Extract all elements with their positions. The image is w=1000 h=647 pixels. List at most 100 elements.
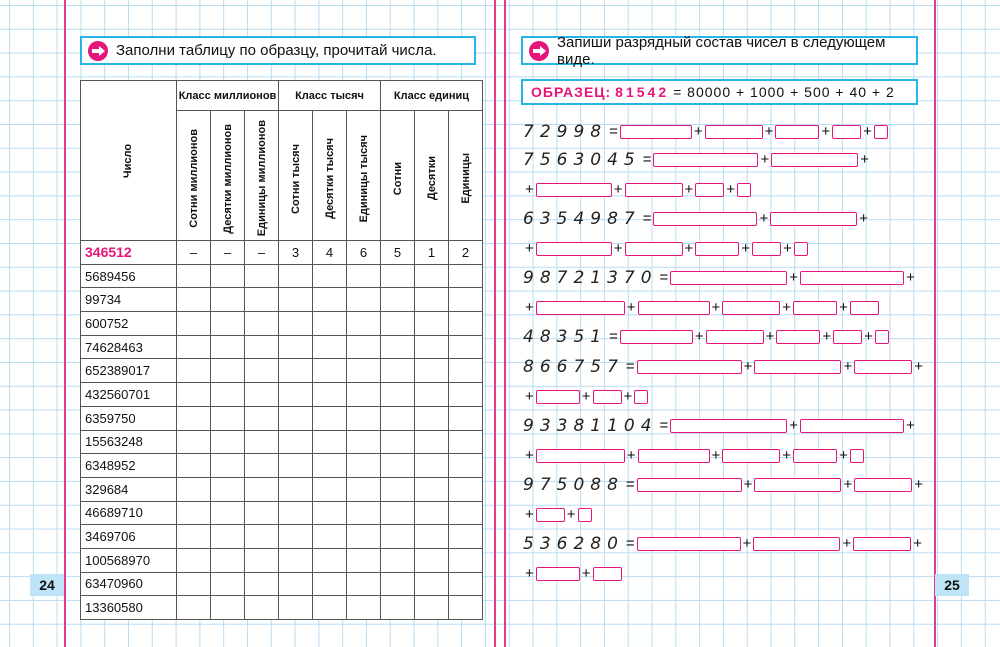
- answer-box[interactable]: [754, 360, 842, 374]
- digit-cell[interactable]: [278, 263, 313, 289]
- digit-cell[interactable]: [244, 405, 279, 431]
- answer-box[interactable]: [776, 330, 821, 344]
- digit-cell[interactable]: [278, 311, 313, 336]
- digit-cell[interactable]: [448, 311, 483, 336]
- digit-cell[interactable]: [448, 547, 483, 573]
- digit-cell[interactable]: [380, 429, 415, 455]
- answer-box[interactable]: [535, 567, 580, 581]
- digit-cell[interactable]: [278, 382, 313, 407]
- digit-cell[interactable]: [380, 382, 415, 407]
- answer-box[interactable]: [535, 508, 565, 522]
- answer-box[interactable]: [854, 360, 913, 374]
- digit-cell[interactable]: [312, 382, 347, 407]
- digit-cell[interactable]: [448, 358, 483, 384]
- digit-cell[interactable]: [312, 263, 347, 289]
- digit-cell[interactable]: [278, 524, 313, 549]
- answer-box[interactable]: [535, 242, 612, 256]
- digit-cell[interactable]: [278, 334, 313, 360]
- answer-box[interactable]: [637, 449, 710, 463]
- answer-box[interactable]: [793, 301, 838, 315]
- digit-cell[interactable]: [176, 571, 211, 597]
- digit-cell[interactable]: [278, 453, 313, 478]
- answer-box[interactable]: [873, 125, 888, 139]
- answer-box[interactable]: [624, 242, 683, 256]
- digit-cell[interactable]: [244, 382, 279, 407]
- answer-box[interactable]: [833, 330, 863, 344]
- digit-cell[interactable]: [312, 429, 347, 455]
- answer-box[interactable]: [722, 301, 781, 315]
- answer-box[interactable]: [592, 567, 622, 581]
- digit-cell[interactable]: [176, 547, 211, 573]
- digit-cell[interactable]: [414, 358, 449, 384]
- digit-cell[interactable]: [176, 500, 211, 526]
- digit-cell[interactable]: [312, 334, 347, 360]
- digit-cell[interactable]: [278, 429, 313, 455]
- digit-cell[interactable]: [448, 453, 483, 478]
- digit-cell[interactable]: [380, 547, 415, 573]
- answer-box[interactable]: [800, 419, 905, 433]
- digit-cell[interactable]: [278, 405, 313, 431]
- digit-cell[interactable]: [210, 453, 245, 478]
- digit-cell[interactable]: [278, 571, 313, 597]
- digit-cell[interactable]: [414, 263, 449, 289]
- answer-box[interactable]: [771, 153, 859, 167]
- answer-box[interactable]: [637, 301, 710, 315]
- digit-cell[interactable]: [380, 358, 415, 384]
- answer-box[interactable]: [753, 537, 841, 551]
- digit-cell[interactable]: [278, 595, 313, 620]
- digit-cell[interactable]: [244, 263, 279, 289]
- digit-cell[interactable]: [380, 287, 415, 313]
- answer-box[interactable]: [670, 271, 788, 285]
- digit-cell[interactable]: [278, 547, 313, 573]
- answer-box[interactable]: [619, 330, 693, 344]
- answer-box[interactable]: [775, 125, 820, 139]
- digit-cell[interactable]: [380, 524, 415, 549]
- digit-cell[interactable]: [380, 311, 415, 336]
- answer-box[interactable]: [653, 153, 759, 167]
- answer-box[interactable]: [770, 212, 858, 226]
- answer-box[interactable]: [754, 478, 842, 492]
- digit-cell[interactable]: [346, 358, 381, 384]
- digit-cell[interactable]: [244, 476, 279, 502]
- answer-box[interactable]: [636, 360, 742, 374]
- answer-box[interactable]: [854, 478, 913, 492]
- digit-cell[interactable]: [414, 405, 449, 431]
- digit-cell[interactable]: [244, 358, 279, 384]
- digit-cell[interactable]: [414, 429, 449, 455]
- answer-box[interactable]: [653, 212, 758, 226]
- digit-cell[interactable]: [448, 500, 483, 526]
- digit-cell[interactable]: [210, 595, 245, 620]
- digit-cell[interactable]: [448, 595, 483, 620]
- answer-box[interactable]: [853, 537, 912, 551]
- digit-cell[interactable]: [312, 476, 347, 502]
- digit-cell[interactable]: [176, 453, 211, 478]
- digit-cell[interactable]: [210, 547, 245, 573]
- digit-cell[interactable]: [176, 334, 211, 360]
- digit-cell[interactable]: [414, 382, 449, 407]
- digit-cell[interactable]: [414, 500, 449, 526]
- digit-cell[interactable]: [210, 429, 245, 455]
- digit-cell[interactable]: [380, 500, 415, 526]
- answer-box[interactable]: [737, 183, 752, 197]
- digit-cell[interactable]: [414, 524, 449, 549]
- digit-cell[interactable]: [346, 334, 381, 360]
- digit-cell[interactable]: [414, 547, 449, 573]
- digit-cell[interactable]: [448, 287, 483, 313]
- digit-cell[interactable]: [312, 287, 347, 313]
- digit-cell[interactable]: [210, 263, 245, 289]
- answer-box[interactable]: [849, 301, 879, 315]
- digit-cell[interactable]: [312, 500, 347, 526]
- digit-cell[interactable]: [414, 311, 449, 336]
- digit-cell[interactable]: [244, 429, 279, 455]
- digit-cell[interactable]: [346, 453, 381, 478]
- digit-cell[interactable]: [380, 571, 415, 597]
- answer-box[interactable]: [722, 449, 781, 463]
- digit-cell[interactable]: [448, 429, 483, 455]
- answer-box[interactable]: [800, 271, 905, 285]
- answer-box[interactable]: [624, 183, 683, 197]
- digit-cell[interactable]: [312, 547, 347, 573]
- digit-cell[interactable]: [414, 287, 449, 313]
- answer-box[interactable]: [704, 125, 763, 139]
- digit-cell[interactable]: [448, 405, 483, 431]
- digit-cell[interactable]: [312, 571, 347, 597]
